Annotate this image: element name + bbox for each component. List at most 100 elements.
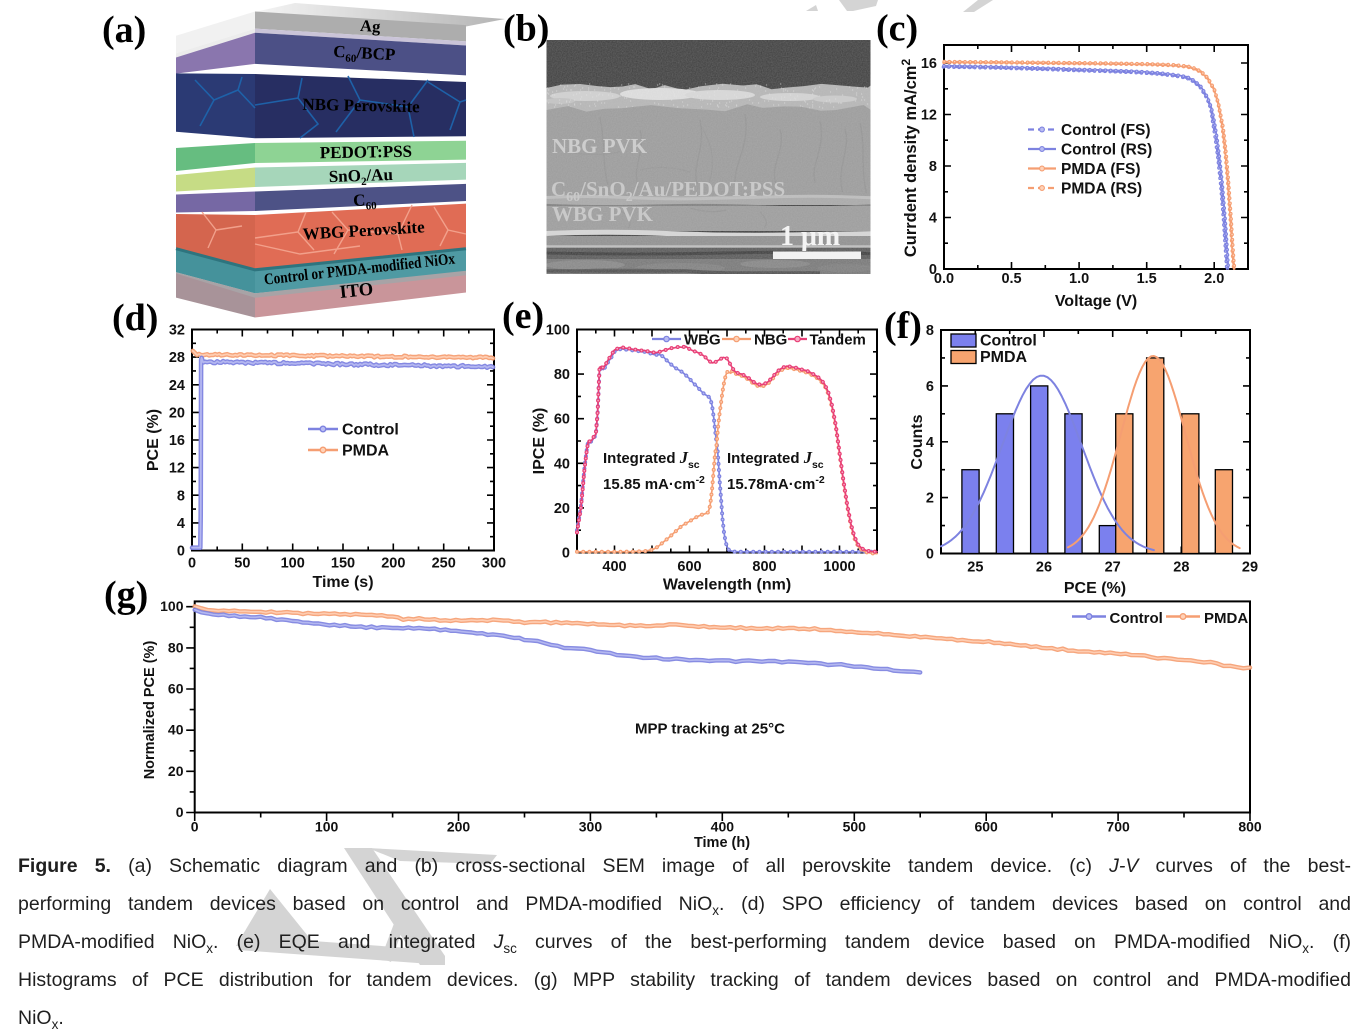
svg-text:16: 16: [921, 56, 937, 72]
svg-text:(b): (b): [503, 8, 549, 50]
svg-text:50: 50: [234, 556, 250, 572]
svg-text:Control (FS): Control (FS): [1061, 122, 1151, 139]
svg-text:Wavelength (nm): Wavelength (nm): [663, 577, 791, 594]
svg-text:0: 0: [562, 546, 570, 562]
svg-text:8: 8: [177, 488, 185, 504]
svg-text:Time (h): Time (h): [694, 835, 750, 851]
svg-text:28: 28: [1173, 560, 1189, 576]
svg-text:100: 100: [546, 323, 570, 339]
svg-text:4: 4: [926, 435, 934, 451]
svg-text:100: 100: [281, 556, 305, 572]
svg-text:40: 40: [554, 456, 570, 472]
svg-text:NBG: NBG: [754, 332, 787, 349]
svg-text:40: 40: [168, 722, 184, 738]
svg-text:PMDA (RS): PMDA (RS): [1061, 181, 1142, 198]
svg-text:Counts: Counts: [909, 414, 926, 469]
svg-text:800: 800: [1238, 819, 1262, 835]
svg-text:32: 32: [169, 323, 185, 339]
svg-text:ITO: ITO: [339, 280, 375, 303]
svg-text:NBG Perovskite: NBG Perovskite: [302, 95, 420, 116]
svg-text:600: 600: [677, 559, 701, 575]
svg-text:C60/BCP: C60/BCP: [333, 42, 396, 67]
svg-text:PMDA: PMDA: [980, 349, 1028, 366]
svg-text:0: 0: [929, 262, 937, 278]
svg-text:(d): (d): [112, 297, 158, 339]
svg-text:200: 200: [381, 556, 405, 572]
svg-text:29: 29: [1242, 560, 1258, 576]
svg-text:60: 60: [168, 681, 184, 697]
svg-text:26: 26: [1036, 560, 1052, 576]
svg-text:6: 6: [926, 379, 934, 395]
svg-text:12: 12: [921, 108, 937, 124]
svg-text:MPP tracking at 25°C: MPP tracking at 25°C: [635, 721, 785, 738]
svg-text:700: 700: [1106, 819, 1130, 835]
svg-text:IPCE (%): IPCE (%): [531, 408, 548, 475]
svg-text:15.78mA·cm-2: 15.78mA·cm-2: [727, 474, 825, 493]
svg-text:200: 200: [447, 819, 471, 835]
svg-text:PMDA: PMDA: [1204, 610, 1248, 627]
svg-text:600: 600: [974, 819, 998, 835]
svg-text:(g): (g): [104, 574, 148, 616]
svg-text:15.85 mA·cm-2: 15.85 mA·cm-2: [603, 474, 705, 493]
svg-text:20: 20: [169, 405, 185, 421]
svg-text:0: 0: [191, 819, 199, 835]
svg-text:1.0: 1.0: [1069, 271, 1089, 287]
svg-text:C60/SnO2/Au/PEDOT:PSS: C60/SnO2/Au/PEDOT:PSS: [551, 177, 785, 205]
svg-text:28: 28: [169, 350, 185, 366]
svg-text:Time (s): Time (s): [312, 574, 373, 591]
svg-text:16: 16: [169, 433, 185, 449]
svg-text:400: 400: [602, 559, 626, 575]
svg-text:20: 20: [168, 763, 184, 779]
svg-text:Integrated Jsc: Integrated Jsc: [603, 448, 700, 471]
svg-text:27: 27: [1105, 560, 1121, 576]
svg-text:300: 300: [579, 819, 603, 835]
svg-text:100: 100: [315, 819, 339, 835]
svg-text:Integrated Jsc: Integrated Jsc: [727, 448, 824, 471]
svg-text:(c): (c): [876, 8, 918, 50]
svg-text:2: 2: [926, 491, 934, 507]
svg-text:20: 20: [554, 501, 570, 517]
svg-text:12: 12: [169, 461, 185, 477]
svg-text:1.5: 1.5: [1137, 271, 1157, 287]
svg-text:800: 800: [752, 559, 776, 575]
svg-text:Control (RS): Control (RS): [1061, 142, 1152, 159]
svg-text:1000: 1000: [823, 559, 855, 575]
svg-text:Voltage (V): Voltage (V): [1055, 293, 1137, 310]
svg-text:0: 0: [176, 804, 184, 820]
svg-text:24: 24: [169, 378, 185, 394]
svg-text:100: 100: [160, 598, 184, 614]
svg-text:Control: Control: [1110, 610, 1163, 627]
svg-text:(e): (e): [502, 295, 544, 337]
svg-text:8: 8: [926, 323, 934, 339]
svg-text:0: 0: [188, 556, 196, 572]
svg-text:300: 300: [482, 556, 506, 572]
svg-text:Control: Control: [980, 333, 1037, 350]
svg-text:400: 400: [711, 819, 735, 835]
svg-text:NBG PVK: NBG PVK: [552, 134, 648, 158]
svg-text:250: 250: [432, 556, 456, 572]
svg-text:PMDA (FS): PMDA (FS): [1061, 161, 1141, 178]
svg-text:4: 4: [929, 211, 937, 227]
svg-text:Tandem: Tandem: [810, 332, 866, 349]
svg-text:500: 500: [843, 819, 867, 835]
svg-text:PCE (%): PCE (%): [145, 409, 162, 471]
svg-text:PCE (%): PCE (%): [1064, 580, 1126, 597]
svg-text:8: 8: [929, 159, 937, 175]
svg-text:80: 80: [554, 367, 570, 383]
svg-text:(f): (f): [884, 305, 922, 347]
svg-text:PMDA: PMDA: [342, 443, 390, 460]
svg-text:0: 0: [926, 547, 934, 563]
svg-text:4: 4: [177, 516, 185, 532]
svg-text:80: 80: [168, 639, 184, 655]
svg-text:60: 60: [554, 412, 570, 428]
svg-text:WBG: WBG: [684, 332, 721, 349]
svg-text:2.0: 2.0: [1204, 271, 1224, 287]
svg-text:Ag: Ag: [360, 16, 382, 36]
svg-text:0: 0: [177, 544, 185, 560]
svg-text:1 μm: 1 μm: [780, 221, 840, 252]
svg-text:0.5: 0.5: [1001, 271, 1021, 287]
svg-text:Normalized PCE (%): Normalized PCE (%): [142, 641, 158, 780]
svg-text:25: 25: [967, 560, 983, 576]
svg-text:Currdent density mA/cm2: Currdent density mA/cm2: [899, 59, 920, 258]
svg-text:WBG PVK: WBG PVK: [552, 202, 654, 226]
